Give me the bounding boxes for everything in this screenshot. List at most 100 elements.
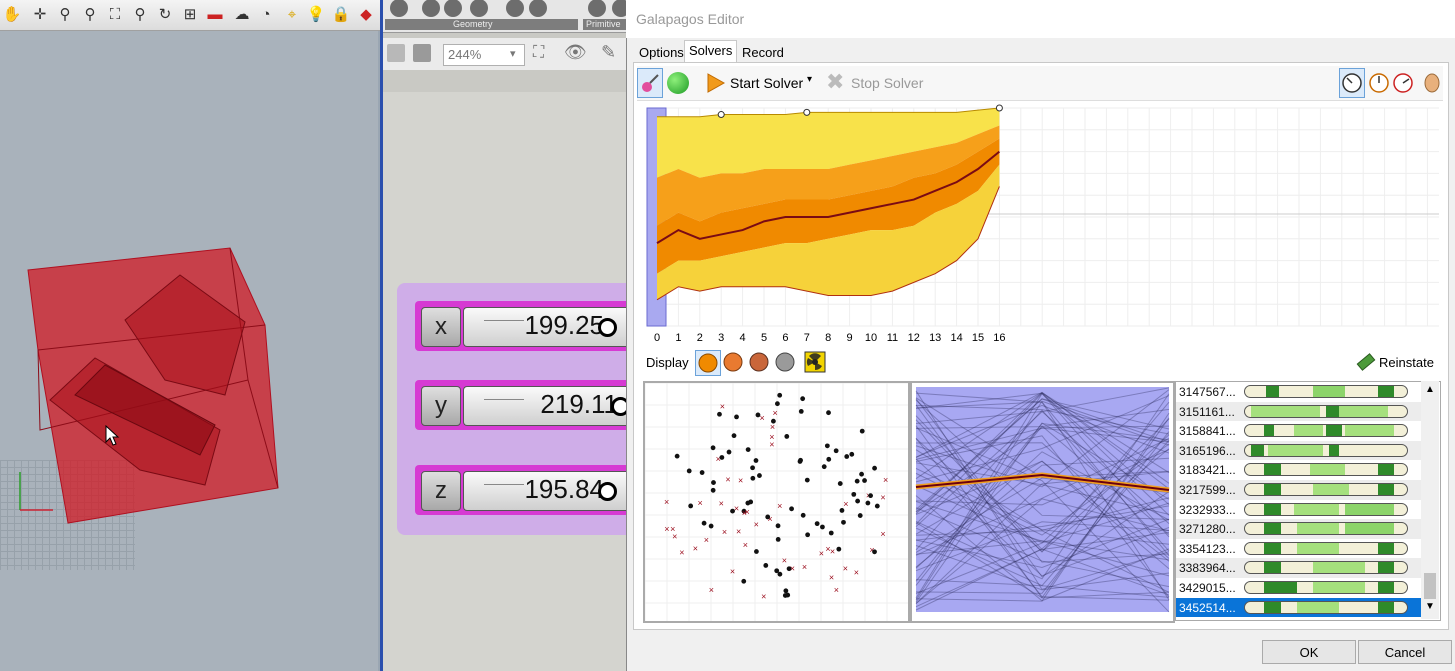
slider-y-track[interactable]: 219.11 [463,386,631,426]
band-inner-top [657,125,1000,226]
population-dot [833,448,839,454]
genome-row[interactable]: 3158841... [1176,421,1422,442]
genome-row[interactable]: 3383964... [1176,558,1422,579]
pick-icon[interactable]: ⌖ [287,5,297,23]
cancel-button[interactable]: Cancel [1358,640,1452,664]
ok-button[interactable]: OK [1262,640,1356,664]
display-mode-1-button[interactable] [695,350,721,376]
slider-y[interactable]: y 219.11 [415,380,631,430]
reinstate-button[interactable]: Reinstate [1379,355,1434,370]
egg-icon[interactable] [1423,70,1441,96]
start-solver-button[interactable]: Start Solver [730,75,804,91]
genome-bar [1244,385,1408,398]
scroll-up-icon[interactable]: ▲ [1425,384,1435,395]
open-file-icon[interactable] [387,44,405,62]
slider-x-knob[interactable] [598,318,617,337]
population-dot [859,471,864,477]
genome-bar [1244,424,1408,438]
tab-record[interactable]: Record [742,45,784,60]
genome-row[interactable]: 3217599... [1176,480,1422,501]
population-dot [731,433,737,439]
genome-row[interactable]: 3151161... [1176,401,1422,423]
genetic-solver-icon[interactable] [667,72,689,94]
x-tick-label: 4 [740,332,746,344]
lock-icon[interactable]: 🔒 [331,6,351,23]
render-icon[interactable]: ◆ [360,6,372,23]
preview-eye-icon[interactable]: 👁 [564,42,587,62]
fitness-chart[interactable]: 0 1 2 3 4 5 6 7 8 9 10 11 12 13 14 15 16 [643,104,1450,348]
genome-row[interactable]: 3452514... [1176,597,1422,619]
named-view-icon[interactable]: ☁ [234,6,250,23]
scroll-thumb[interactable] [1424,573,1436,599]
rejected-marker: × [790,563,795,573]
hourglass-icon[interactable] [637,68,663,98]
gene-segment [1296,601,1339,613]
pan-arrows-icon[interactable]: ✛ [33,6,47,23]
rejected-marker: × [767,514,772,524]
tab-options[interactable]: Options [639,45,684,60]
scatter-svg: ×× ××××××××××××××××××××××××××××××××××××××… [644,382,908,626]
car-icon[interactable]: ▬ [207,5,223,23]
zoom-icon[interactable]: ⚲ [59,6,71,23]
genome-row[interactable]: 3183421... [1176,460,1422,481]
rhino-toolbar: ✋ ✛ ⚲ ⚲ ⛶ ⚲ ↻ ⊞ ▬ ☁ ◔ ⌖ 💡 🔒 ◆ [0,0,380,31]
pc-line [915,477,1170,553]
display-mode-3-icon[interactable] [747,350,771,374]
zoom-extents-icon[interactable]: ⛶ [533,44,545,61]
zoom-extents-icon[interactable]: ⛶ [109,5,121,23]
reinstate-icon[interactable] [1355,351,1377,373]
gauge-fast-icon[interactable] [1391,70,1415,96]
light-bulb-icon[interactable]: 💡 [306,6,326,23]
fitness-chart-svg: 0 1 2 3 4 5 6 7 8 9 10 11 12 13 14 15 16 [643,104,1450,344]
gene-segment [1345,503,1395,515]
gauge-medium-icon[interactable] [1367,70,1391,96]
zoom-window-icon[interactable]: ⚲ [84,6,96,23]
play-icon[interactable] [706,72,726,94]
genome-row[interactable]: 3354123... [1176,539,1422,560]
slider-z-knob[interactable] [598,482,617,501]
rejected-marker: × [672,532,677,542]
tab-solvers[interactable]: Solvers [684,40,738,64]
sketch-icon[interactable]: ✎ [601,42,617,62]
save-file-icon[interactable] [413,44,431,62]
scroll-down-icon[interactable]: ▼ [1425,601,1435,612]
genome-row[interactable]: 3429015... [1176,578,1422,599]
population-dot [841,519,846,525]
display-mode-2-icon[interactable] [721,350,745,374]
pc-line [915,397,1170,479]
population-dot [775,523,781,529]
genome-id: 3271280... [1179,522,1236,537]
stop-solver-button[interactable]: Stop Solver [851,75,924,91]
genome-row[interactable]: 3165196... [1176,440,1422,462]
zoom-combo[interactable]: 244% ▾ [443,44,525,66]
rejected-marker: × [769,432,774,442]
parallel-coordinates[interactable] [910,381,1175,623]
genome-list[interactable]: 3147567... 3151161... 3158841... 3165196...… [1175,381,1441,621]
genome-bar [1244,561,1408,575]
zoom-selected-icon[interactable]: ⚲ [134,6,146,23]
title-bar[interactable] [626,0,1455,38]
four-views-icon[interactable]: ⊞ [183,6,197,23]
genome-row[interactable]: 3147567... [1176,382,1422,403]
gene-segment [1264,523,1281,535]
radiation-icon[interactable] [803,350,827,374]
population-scatter[interactable]: × × × × × × × × × × × × × × × × × × × × × × × × × × × × × × × × × × × × × × × ×… [643,381,910,626]
rotate-view-icon[interactable]: ↻ [158,6,172,23]
slider-z[interactable]: z 195.84 [415,465,631,515]
population-dot [820,524,825,530]
display-mode-4-icon[interactable] [773,350,797,374]
pc-line [915,518,1170,568]
genome-list-scrollbar[interactable]: ▲ ▼ [1421,381,1439,619]
band-core [657,138,1000,274]
slider-x[interactable]: x 199.25 [415,301,631,351]
pc-best-line [915,473,1170,491]
rejected-marker: × [777,501,782,511]
clock-icon[interactable]: ◔ [261,5,271,23]
chevron-down-icon[interactable]: ▾ [510,48,516,60]
genome-row[interactable]: 3232933... [1176,500,1422,521]
start-solver-dropdown-icon[interactable]: ▾ [807,74,813,85]
pan-hand-icon[interactable]: ✋ [2,6,22,23]
gauge-slow-icon[interactable] [1339,68,1365,98]
genome-row[interactable]: 3271280... [1176,519,1422,540]
rejected-marker: × [760,413,765,423]
